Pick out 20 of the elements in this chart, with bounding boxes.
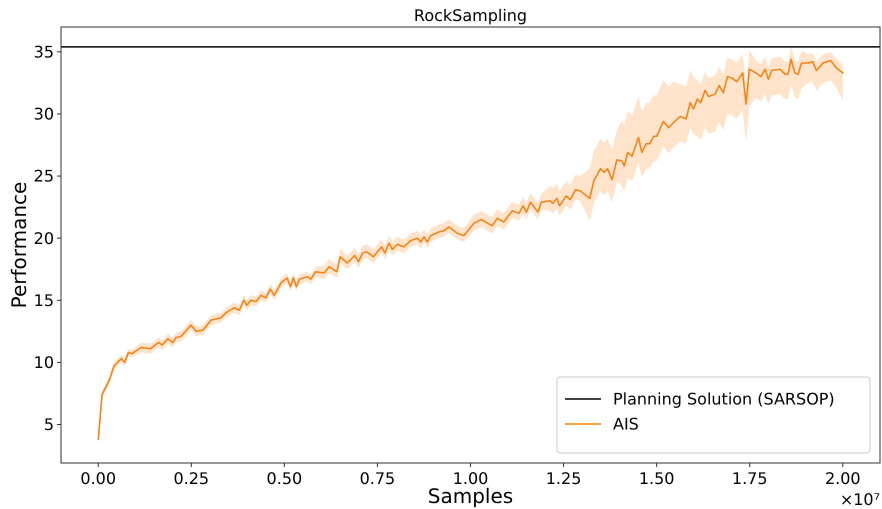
x-tick-label: 0.00 <box>80 469 116 488</box>
y-tick-label: 35 <box>34 42 54 62</box>
y-tick-label: 15 <box>34 290 54 310</box>
y-tick-label: 25 <box>34 166 54 186</box>
legend-label: Planning Solution (SARSOP) <box>613 390 835 409</box>
x-tick-label: 0.75 <box>360 469 396 488</box>
chart-title: RockSampling <box>414 6 528 25</box>
x-tick-label: 0.25 <box>173 469 210 488</box>
y-tick-label: 10 <box>34 352 54 372</box>
y-tick-label: 5 <box>44 415 54 434</box>
y-axis-title: Performance <box>7 182 31 308</box>
y-tick-label: 30 <box>34 104 54 124</box>
legend-label: AIS <box>613 414 639 434</box>
x-tick-label: 1.50 <box>638 469 674 488</box>
text: ×10⁷ <box>840 490 880 509</box>
x-tick-label: 2.00 <box>824 469 861 488</box>
y-tick-label: 20 <box>34 228 54 248</box>
x-tick-label: 0.50 <box>266 469 302 488</box>
x-tick-label: 1.25 <box>546 469 582 488</box>
x-tick-label: 1.75 <box>732 469 768 488</box>
